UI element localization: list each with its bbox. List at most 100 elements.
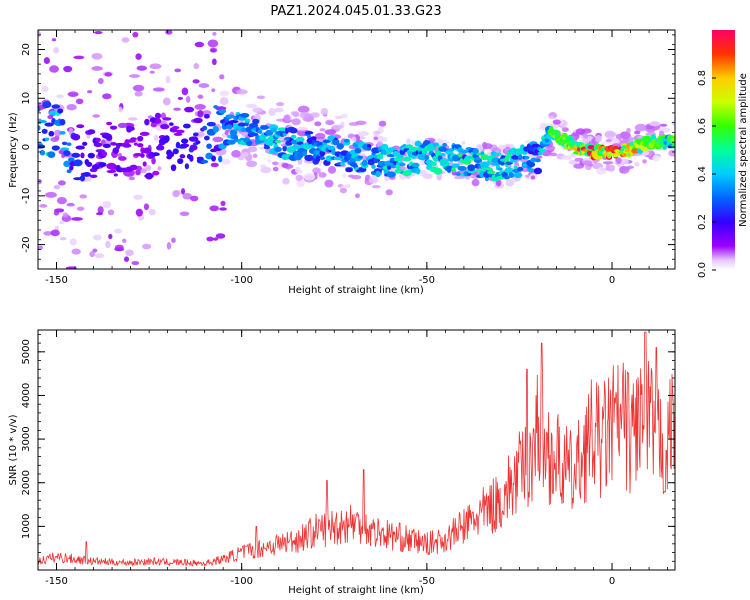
heatmap-cell bbox=[367, 144, 372, 148]
heatmap-cell bbox=[606, 164, 616, 172]
heatmap-cell bbox=[245, 160, 258, 168]
heatmap-cell bbox=[296, 126, 308, 131]
heatmap-cell bbox=[201, 110, 212, 116]
heatmap-cell bbox=[209, 205, 220, 212]
heatmap-cell bbox=[107, 209, 115, 216]
snr-x-ticks: -150 -100 -50 0 bbox=[45, 330, 668, 587]
spectrogram-y-label: Frequency (Hz) bbox=[8, 112, 19, 188]
heatmap-cell bbox=[42, 101, 52, 109]
heatmap-cell bbox=[386, 165, 392, 170]
heatmap-cell bbox=[659, 123, 668, 127]
spectrogram-y-ticks: -20 -10 0 10 20 bbox=[21, 34, 675, 270]
heatmap-cell bbox=[180, 138, 189, 144]
heatmap-cell bbox=[472, 148, 479, 155]
heatmap-cell bbox=[210, 48, 216, 53]
heatmap-cell bbox=[615, 157, 622, 165]
heatmap-cell bbox=[225, 124, 233, 130]
heatmap-cell bbox=[670, 138, 675, 143]
heatmap-cell bbox=[140, 153, 145, 158]
heatmap-cell bbox=[357, 155, 363, 160]
heatmap-cell bbox=[48, 130, 55, 137]
heatmap-cell bbox=[248, 132, 259, 137]
heatmap-cell bbox=[281, 162, 289, 168]
heatmap-cell bbox=[172, 190, 180, 198]
heatmap-cell bbox=[291, 144, 300, 150]
heatmap-cell bbox=[582, 160, 593, 166]
heatmap-cell bbox=[291, 118, 301, 126]
heatmap-cell bbox=[114, 244, 124, 251]
heatmap-cell bbox=[332, 124, 344, 130]
heatmap-cell bbox=[527, 161, 536, 168]
x-tick-label: -50 bbox=[419, 576, 435, 587]
heatmap-cell bbox=[505, 179, 515, 187]
heatmap-cell bbox=[319, 128, 326, 132]
heatmap-cell bbox=[198, 83, 210, 89]
heatmap-cell bbox=[219, 90, 230, 97]
heatmap-cell bbox=[260, 164, 267, 168]
heatmap-cell bbox=[50, 137, 59, 143]
heatmap-cell bbox=[193, 117, 203, 124]
heatmap-cell bbox=[319, 150, 326, 157]
heatmap-cell bbox=[297, 105, 310, 114]
heatmap-cell bbox=[144, 118, 150, 126]
heatmap-cell bbox=[575, 128, 586, 135]
heatmap-cell bbox=[524, 156, 530, 160]
heatmap-cell bbox=[151, 157, 156, 165]
heatmap-cell bbox=[66, 169, 72, 174]
heatmap-cell bbox=[504, 167, 514, 174]
heatmap-cell bbox=[327, 145, 336, 151]
heatmap-cell bbox=[357, 131, 369, 137]
heatmap-cell bbox=[628, 136, 634, 144]
heatmap-cell bbox=[220, 200, 226, 207]
heatmap-cell bbox=[650, 121, 661, 127]
heatmap-cell bbox=[118, 106, 123, 113]
heatmap-cell bbox=[53, 184, 61, 190]
heatmap-cell bbox=[475, 157, 481, 161]
heatmap-cell bbox=[51, 104, 61, 109]
heatmap-cell bbox=[402, 156, 412, 162]
heatmap-cell bbox=[114, 228, 122, 234]
x-tick-label: -100 bbox=[230, 576, 253, 587]
heatmap-cell bbox=[56, 94, 64, 99]
heatmap-cell bbox=[517, 154, 523, 161]
heatmap-cell bbox=[552, 119, 561, 125]
heatmap-cell bbox=[131, 260, 140, 266]
heatmap-cell bbox=[236, 89, 248, 95]
heatmap-cell bbox=[524, 140, 531, 144]
colorbar-label: Normalized spectral amplitude bbox=[738, 73, 749, 227]
heatmap-cell bbox=[345, 168, 353, 173]
heatmap-cell bbox=[97, 77, 104, 85]
heatmap-cell bbox=[205, 152, 213, 160]
heatmap-cell bbox=[260, 166, 272, 174]
heatmap-cell bbox=[377, 153, 384, 160]
heatmap-cell bbox=[215, 233, 226, 239]
heatmap-cell bbox=[574, 157, 584, 162]
heatmap-cell bbox=[212, 237, 219, 241]
heatmap-cell bbox=[303, 173, 316, 181]
heatmap-cell bbox=[464, 155, 474, 160]
heatmap-cell bbox=[479, 161, 490, 168]
heatmap-cell bbox=[142, 161, 147, 167]
heatmap-cell bbox=[533, 167, 543, 175]
x-tick-label: -50 bbox=[419, 275, 435, 286]
heatmap-cell bbox=[530, 175, 536, 180]
heatmap-cell bbox=[106, 169, 117, 174]
heatmap-cell bbox=[503, 175, 510, 180]
heatmap-cell bbox=[332, 139, 339, 146]
heatmap-cell bbox=[93, 234, 102, 241]
heatmap-cell bbox=[204, 135, 210, 141]
y-tick-label: -10 bbox=[21, 188, 32, 204]
snr-y-label: SNR (10 * v/v) bbox=[8, 414, 19, 485]
heatmap-cell bbox=[282, 177, 290, 185]
heatmap-cell bbox=[368, 176, 379, 184]
heatmap-cell bbox=[229, 129, 238, 136]
heatmap-cell bbox=[296, 179, 305, 188]
heatmap-cell bbox=[69, 165, 74, 171]
heatmap-cell bbox=[290, 111, 297, 116]
heatmap-cell bbox=[371, 185, 381, 189]
heatmap-cell bbox=[648, 150, 653, 157]
heatmap-cell bbox=[47, 115, 54, 120]
heatmap-cell bbox=[442, 142, 448, 147]
heatmap-cell bbox=[310, 112, 320, 118]
heatmap-cell bbox=[63, 150, 71, 157]
